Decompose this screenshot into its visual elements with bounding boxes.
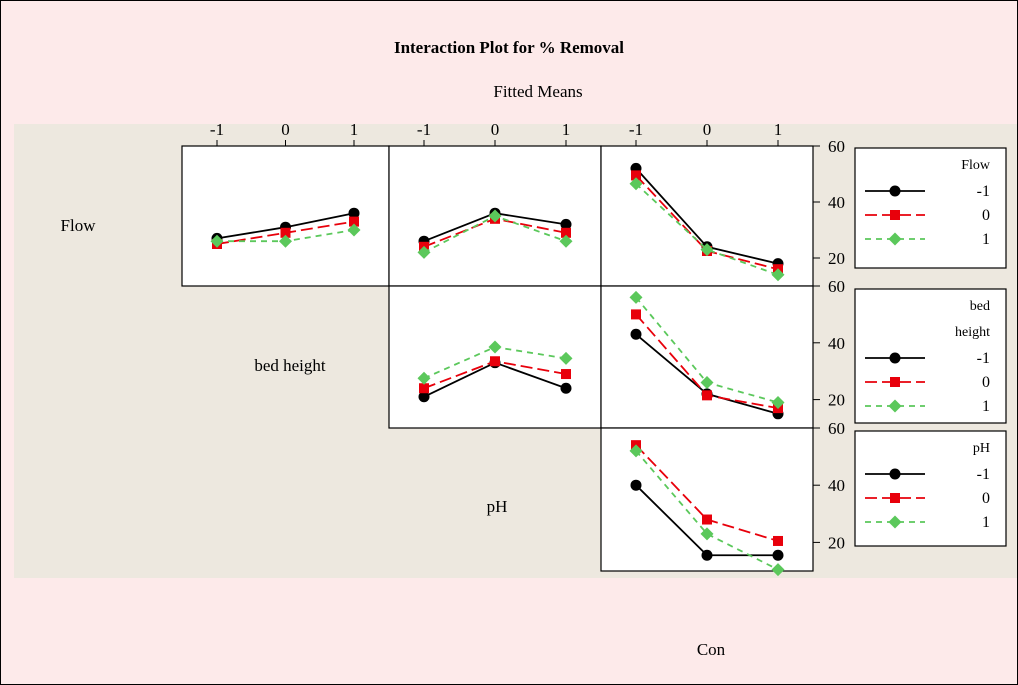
x-tick-label: 0 <box>281 120 290 139</box>
data-point <box>561 369 571 380</box>
factor-label-bed-height: bed height <box>254 356 326 375</box>
data-point <box>702 514 712 525</box>
data-point <box>629 177 643 191</box>
data-point <box>701 549 713 561</box>
legend-title: Flow <box>961 158 991 173</box>
data-point <box>348 207 360 219</box>
legend-box <box>854 147 1007 269</box>
chart-title: Interaction Plot for % Removal <box>394 38 624 57</box>
legend-entry-label: 1 <box>982 231 990 248</box>
legend-marker <box>889 352 901 364</box>
panel-pH-by-Con <box>600 427 814 577</box>
panel-Flow-by-Con <box>600 145 814 287</box>
factor-label-flow: Flow <box>61 216 97 235</box>
data-point <box>772 549 784 561</box>
data-point <box>417 371 431 385</box>
x-tick-label: -1 <box>210 120 224 139</box>
legend-title: bed <box>970 299 990 314</box>
series-line <box>635 183 779 276</box>
panel-bed-height-by-pH <box>388 285 602 429</box>
chart-subtitle: Fitted Means <box>493 82 582 101</box>
data-point <box>771 563 785 577</box>
y-tick-label: 20 <box>828 391 845 410</box>
data-point <box>771 395 785 409</box>
data-point <box>630 479 642 491</box>
y-tick-label: 20 <box>828 533 845 552</box>
legend-marker <box>888 515 902 529</box>
data-point <box>559 234 573 248</box>
legend-entry-label: 1 <box>982 514 990 531</box>
legend-marker <box>888 399 902 413</box>
data-point <box>279 234 292 248</box>
legend-marker <box>888 232 902 246</box>
y-tick-label: 60 <box>828 137 845 156</box>
panel-Flow-by-pH <box>388 145 602 287</box>
data-point <box>488 209 502 223</box>
data-point <box>700 376 714 390</box>
legend-marker <box>889 185 901 197</box>
x-tick-label: 1 <box>562 120 571 139</box>
x-tick-label: 0 <box>491 120 500 139</box>
data-point <box>700 243 714 257</box>
factor-label-con: Con <box>697 640 726 659</box>
factor-label-ph: pH <box>487 497 508 516</box>
legend-marker <box>890 493 900 503</box>
y-tick-label: 40 <box>828 334 845 353</box>
x-tick-label: 1 <box>774 120 783 139</box>
legend-entry-label: -1 <box>977 183 990 200</box>
x-tick-label: 0 <box>703 120 712 139</box>
legend-entry-label: -1 <box>977 466 990 483</box>
data-point <box>349 216 359 227</box>
data-point <box>773 535 783 546</box>
y-tick-label: 60 <box>828 419 845 438</box>
data-point <box>490 356 500 367</box>
data-point <box>280 227 291 238</box>
data-point <box>347 223 361 237</box>
data-point <box>560 218 572 230</box>
legend-marker <box>890 377 900 387</box>
legend-Flow: Flow -1 0 1 <box>854 147 1007 269</box>
data-point <box>488 340 502 354</box>
data-point <box>631 309 641 320</box>
x-tick-label: 1 <box>350 120 359 139</box>
data-point <box>629 444 643 458</box>
legend-entry-label: -1 <box>977 350 990 367</box>
data-point <box>417 245 431 259</box>
legend-marker <box>889 468 901 480</box>
legend-pH: pH -1 0 1 <box>854 430 1007 547</box>
data-point <box>629 290 643 304</box>
panel-Flow-by-bed-height <box>181 145 390 287</box>
data-point <box>700 527 714 541</box>
legend-bed-height: bed height -1 0 1 <box>854 288 1007 424</box>
data-point <box>561 227 571 238</box>
data-point <box>702 390 712 401</box>
data-point <box>630 328 642 340</box>
legend-box <box>854 430 1007 547</box>
data-point <box>559 351 573 365</box>
x-tick-label: -1 <box>629 120 643 139</box>
data-point <box>418 391 430 403</box>
legend-entry-label: 0 <box>982 207 990 224</box>
legend-box <box>854 288 1007 424</box>
y-tick-label: 20 <box>828 249 845 268</box>
legend-entry-label: 1 <box>982 398 990 415</box>
y-tick-label: 60 <box>828 277 845 296</box>
legend-marker <box>890 210 900 220</box>
y-tick-label: 40 <box>828 476 845 495</box>
legend-entry-label: 0 <box>982 374 990 391</box>
panel-bed-height-by-Con <box>600 285 814 429</box>
plot-layer: -1 0 1 -1 0 1 -1 0 1204060204060204060Flow-101be… <box>181 120 1007 577</box>
legend-title: pH <box>973 441 990 456</box>
legend-title: height <box>955 325 990 340</box>
data-point <box>771 268 785 282</box>
x-tick-label: -1 <box>417 120 431 139</box>
data-point <box>631 170 641 181</box>
data-point <box>560 382 572 394</box>
y-tick-label: 40 <box>828 193 845 212</box>
data-point <box>210 234 224 248</box>
series-line <box>635 450 779 571</box>
data-point <box>419 383 429 394</box>
legend-entry-label: 0 <box>982 490 990 507</box>
